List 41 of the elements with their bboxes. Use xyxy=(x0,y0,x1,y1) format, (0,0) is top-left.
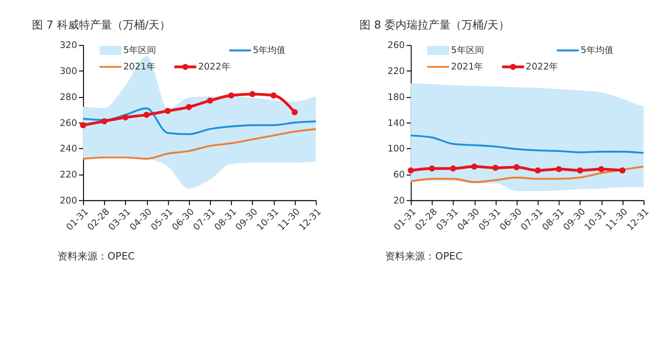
legend-label: 2021年 xyxy=(450,62,484,73)
y-tick-label: 220 xyxy=(387,67,406,78)
point xyxy=(206,98,214,104)
y-tick-label: 240 xyxy=(60,144,78,155)
line-series xyxy=(410,134,644,154)
legend-label: 5年区间 xyxy=(123,45,156,56)
y-tick-label: 320 xyxy=(60,41,78,52)
y-tick-label: 260 xyxy=(60,118,78,129)
legend-label: 2022年 xyxy=(526,62,558,73)
chart-title: 图 8 委内瑞拉产量（万桶/天） xyxy=(360,18,510,32)
legend-label: 2021年 xyxy=(123,62,156,73)
point xyxy=(249,91,256,98)
legend-label: 2022年 xyxy=(198,62,230,73)
point xyxy=(186,104,192,110)
legend-label: 5年均值 xyxy=(252,45,286,56)
point xyxy=(270,92,277,98)
y-tick-label: 220 xyxy=(60,170,78,180)
point xyxy=(101,118,108,124)
y-tick-label: 280 xyxy=(60,92,78,103)
point xyxy=(228,92,234,98)
line-series xyxy=(82,128,317,160)
y-tick-label: 180 xyxy=(387,92,406,103)
y-tick-label: 260 xyxy=(387,41,406,52)
point xyxy=(164,108,171,114)
y-tick-label: 140 xyxy=(387,118,406,129)
y-tick-label: 100 xyxy=(387,144,406,155)
point xyxy=(122,114,128,120)
legend-label: 5年均值 xyxy=(580,45,614,56)
y-tick-label: 60 xyxy=(393,170,406,180)
legend-label: 5年区间 xyxy=(450,45,484,56)
point xyxy=(143,112,150,118)
point xyxy=(292,109,298,116)
chart-title: 图 7 科威特产量（万桶/天） xyxy=(32,18,171,32)
y-tick-label: 200 xyxy=(60,196,78,206)
point xyxy=(80,122,86,128)
line-series xyxy=(410,166,644,183)
y-tick-label: 300 xyxy=(60,67,78,78)
y-tick-label: 20 xyxy=(393,196,406,206)
text: 资料来源：OPEC xyxy=(385,250,463,262)
line-series xyxy=(82,107,317,136)
text: 资料来源：OPEC xyxy=(58,250,135,262)
